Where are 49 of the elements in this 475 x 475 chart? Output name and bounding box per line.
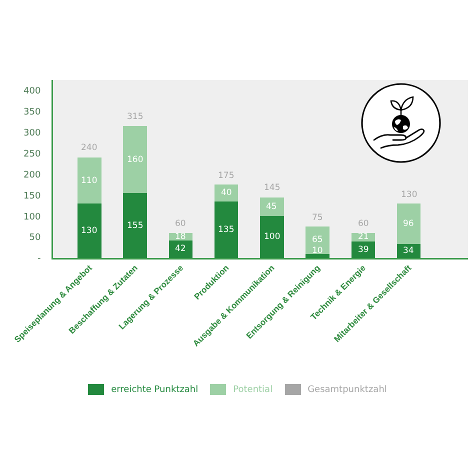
legend-label: Gesamtpunktzahl	[308, 384, 387, 394]
data-label: 65	[312, 235, 323, 245]
y-tick-label: 50	[29, 233, 41, 244]
y-tick-label: 200	[24, 170, 41, 180]
data-label: 155	[127, 221, 144, 231]
y-tick-label: 150	[24, 191, 41, 202]
total-label: 240	[81, 143, 98, 153]
y-tick-label: 300	[24, 128, 41, 138]
bar	[123, 193, 147, 258]
data-label: 100	[264, 232, 280, 242]
bar	[351, 242, 375, 258]
total-label: 60	[358, 219, 369, 229]
bar	[260, 216, 284, 258]
y-tick-label: 350	[24, 108, 41, 118]
data-label: 21	[358, 232, 369, 242]
y-tick-label: 100	[24, 212, 41, 222]
data-label: 135	[218, 225, 234, 235]
bar	[78, 157, 102, 204]
data-label: 45	[266, 202, 277, 212]
y-tick-label: 250	[24, 149, 41, 160]
data-label: 130	[81, 226, 98, 236]
bar	[78, 204, 102, 258]
data-label: 160	[127, 155, 144, 165]
total-label: 315	[127, 112, 144, 122]
total-label: 145	[264, 183, 280, 193]
total-label: 60	[175, 219, 186, 229]
bar	[214, 201, 238, 258]
total-label: 130	[401, 190, 418, 200]
y-tick-label: 400	[24, 86, 41, 97]
legend-label: erreichte Punktzahl	[111, 384, 198, 394]
data-label: 40	[221, 188, 232, 198]
legend-label: Potential	[233, 384, 273, 394]
data-label: 39	[358, 245, 369, 255]
data-label: 10	[312, 246, 323, 256]
total-label: 75	[312, 213, 323, 223]
data-label: 42	[175, 244, 186, 254]
bar	[168, 240, 193, 258]
bar	[306, 226, 330, 254]
bar	[260, 197, 284, 216]
data-label: 96	[403, 219, 414, 229]
bar	[214, 184, 238, 202]
bar	[396, 204, 421, 244]
bar	[306, 254, 330, 258]
bar	[123, 126, 147, 194]
data-label: 18	[175, 232, 186, 242]
total-label: 175	[218, 171, 234, 181]
y-tick-label: -	[37, 254, 41, 264]
data-label: 34	[403, 246, 414, 256]
data-label: 110	[81, 176, 98, 186]
